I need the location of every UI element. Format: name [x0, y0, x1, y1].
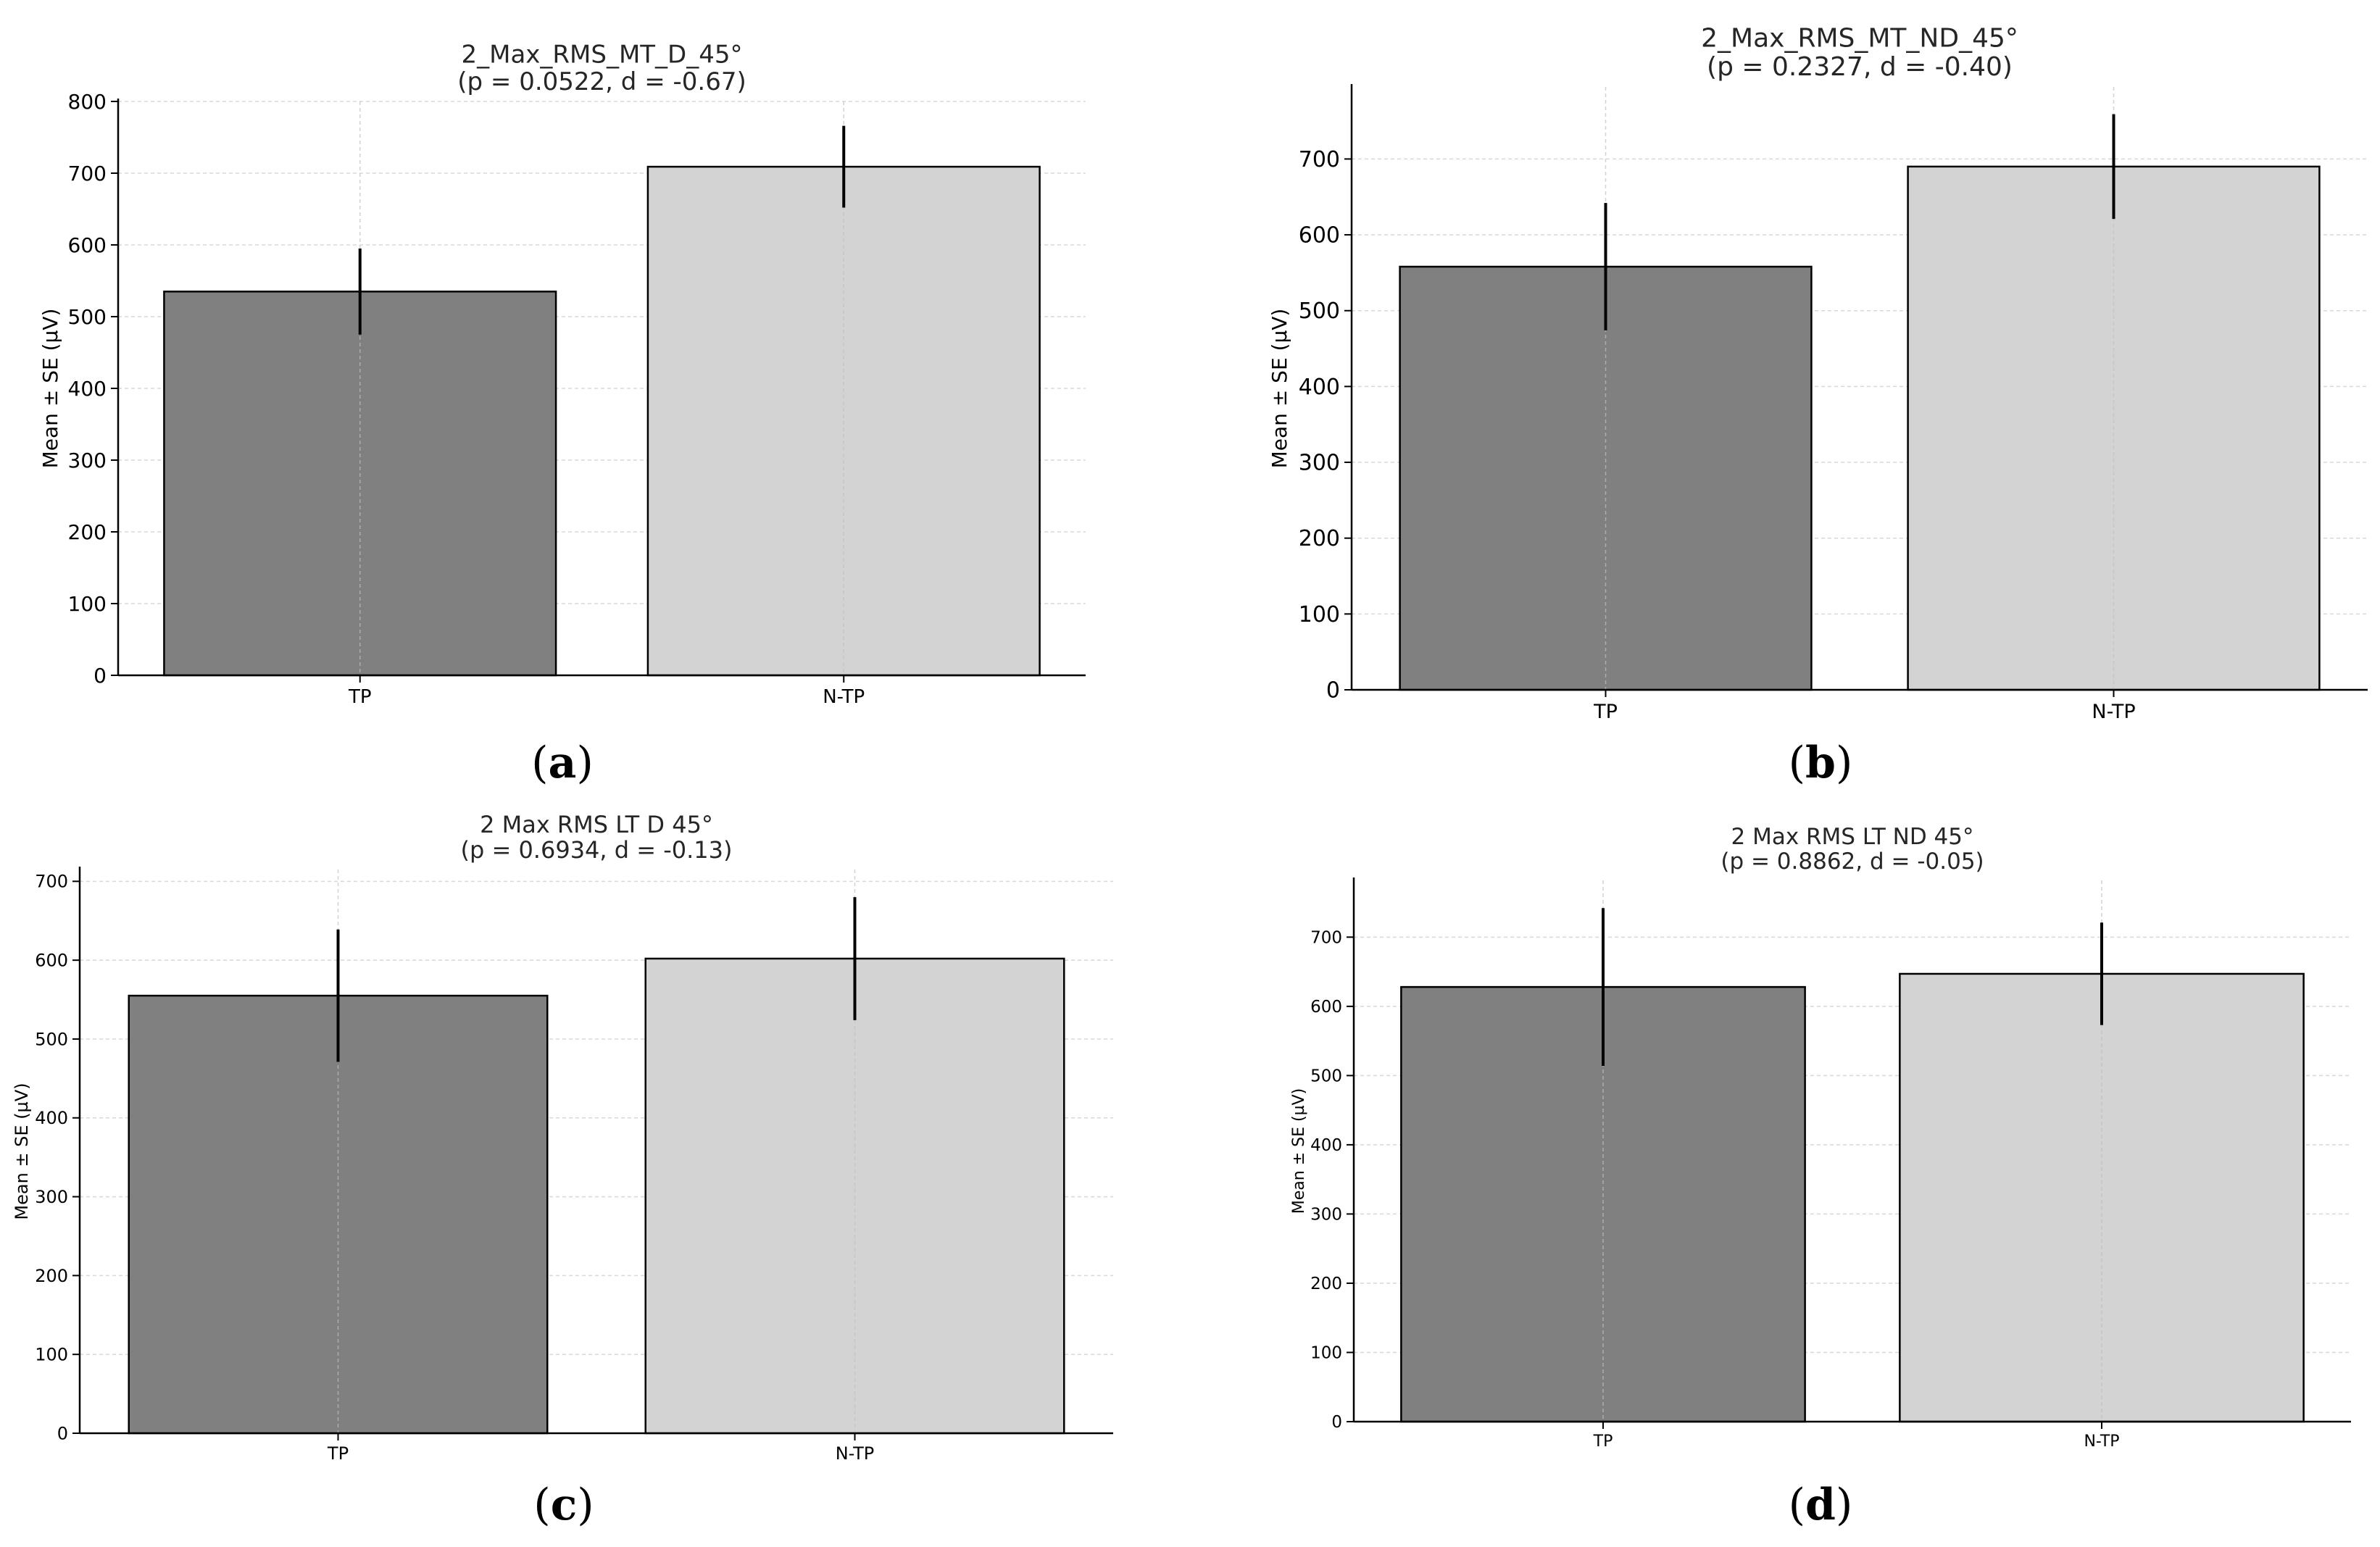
bar-n-tp [1899, 972, 2305, 1423]
chart-title: 2_Max_RMS_MT_D_45° [461, 41, 742, 70]
y-tick-label: 700 [1299, 147, 1340, 172]
y-tick-label: 300 [1299, 451, 1340, 476]
chart-subtitle: (p = 0.0522, d = -0.67) [457, 67, 746, 96]
y-tick-label: 500 [1310, 1067, 1342, 1085]
chart-subtitle: (p = 0.2327, d = -0.40) [1707, 52, 2013, 82]
caption-b: (b) [1788, 738, 1853, 788]
x-tick-label: TP [1593, 1433, 1613, 1451]
panel-a: 0 100 200 300 400 500 600 700 800 TP N-TP Mean ± SE… [0, 0, 1190, 774]
chart-d: 0 100 200 300 400 500 600 700 TP N-TP Mean ± SE (µ… [1290, 824, 2351, 1451]
y-tick-label: 400 [35, 1108, 68, 1128]
chart-title: 2 Max RMS LT D 45° [480, 811, 713, 838]
y-tick-label: 600 [35, 951, 68, 971]
chart-c: 0 100 200 300 400 500 600 700 TP N-TP Mean ± SE (µ… [12, 811, 1113, 1464]
chart-subtitle: (p = 0.6934, d = -0.13) [460, 836, 732, 864]
x-tick-label: TP [348, 686, 372, 708]
y-tick-label: 0 [57, 1423, 68, 1443]
y-tick-label: 400 [1310, 1136, 1342, 1155]
y-tick-label: 600 [1299, 223, 1340, 249]
y-tick-label: 800 [68, 90, 107, 114]
y-tick-label: 200 [1299, 526, 1340, 551]
chart-a: 0 100 200 300 400 500 600 700 800 TP N-TP Mean ± SE… [38, 41, 1086, 708]
y-tick-label: 100 [68, 592, 107, 616]
y-tick-label: 500 [35, 1029, 68, 1049]
panel-c: 0 100 200 300 400 500 600 700 TP N-TP Mean ± SE (µ… [0, 774, 1190, 1547]
y-tick-label: 400 [1299, 375, 1340, 400]
caption-d: (d) [1788, 1480, 1853, 1530]
chart-title: 2 Max RMS LT ND 45° [1731, 824, 1974, 850]
y-tick-label: 400 [68, 377, 107, 401]
y-tick-label: 300 [1310, 1205, 1342, 1224]
x-tick-label: N-TP [2084, 1433, 2119, 1451]
y-axis-label: Mean ± SE (µV) [1290, 1088, 1308, 1214]
y-tick-label: 500 [68, 305, 107, 329]
y-tick-label: 300 [35, 1187, 68, 1207]
x-tick-label: N-TP [823, 686, 865, 708]
x-tick-label: N-TP [836, 1443, 875, 1464]
y-tick-label: 600 [68, 233, 107, 257]
y-tick-label: 100 [1299, 602, 1340, 627]
y-tick-label: 0 [1331, 1413, 1342, 1432]
x-tick-label: N-TP [2092, 701, 2135, 723]
y-tick-label: 100 [35, 1345, 68, 1365]
x-tick-label: TP [1593, 701, 1618, 723]
chart-subtitle: (p = 0.8862, d = -0.05) [1720, 848, 1984, 875]
y-tick-label: 200 [35, 1266, 68, 1286]
y-tick-label: 200 [68, 520, 107, 544]
y-tick-label: 200 [1310, 1275, 1342, 1293]
y-tick-label: 100 [1310, 1344, 1342, 1363]
y-tick-label: 700 [68, 162, 107, 185]
x-tick-label: TP [327, 1443, 349, 1464]
y-tick-label: 700 [1310, 928, 1342, 947]
panel-d: 0 100 200 300 400 500 600 700 TP N-TP Mean ± SE (µ… [1190, 774, 2380, 1547]
caption-c: (c) [533, 1480, 594, 1530]
y-axis-label: Mean ± SE (µV) [12, 1083, 32, 1219]
y-tick-label: 600 [1310, 998, 1342, 1017]
y-tick-label: 300 [68, 449, 107, 472]
y-tick-label: 0 [1326, 678, 1340, 704]
caption-a: (a) [531, 738, 594, 788]
y-tick-label: 500 [1299, 299, 1340, 324]
chart-b: 0 100 200 300 400 500 600 700 TP N-TP Mean ± SE (µ… [1268, 23, 2368, 723]
y-axis-label: Mean ± SE (µV) [1268, 309, 1291, 469]
panel-b: 0 100 200 300 400 500 600 700 TP N-TP Mean ± SE (µ… [1190, 0, 2380, 774]
chart-title: 2_Max_RMS_MT_ND_45° [1701, 23, 2018, 53]
y-tick-label: 700 [35, 872, 68, 892]
y-axis-label: Mean ± SE (µV) [38, 309, 62, 469]
y-tick-label: 0 [93, 664, 107, 688]
